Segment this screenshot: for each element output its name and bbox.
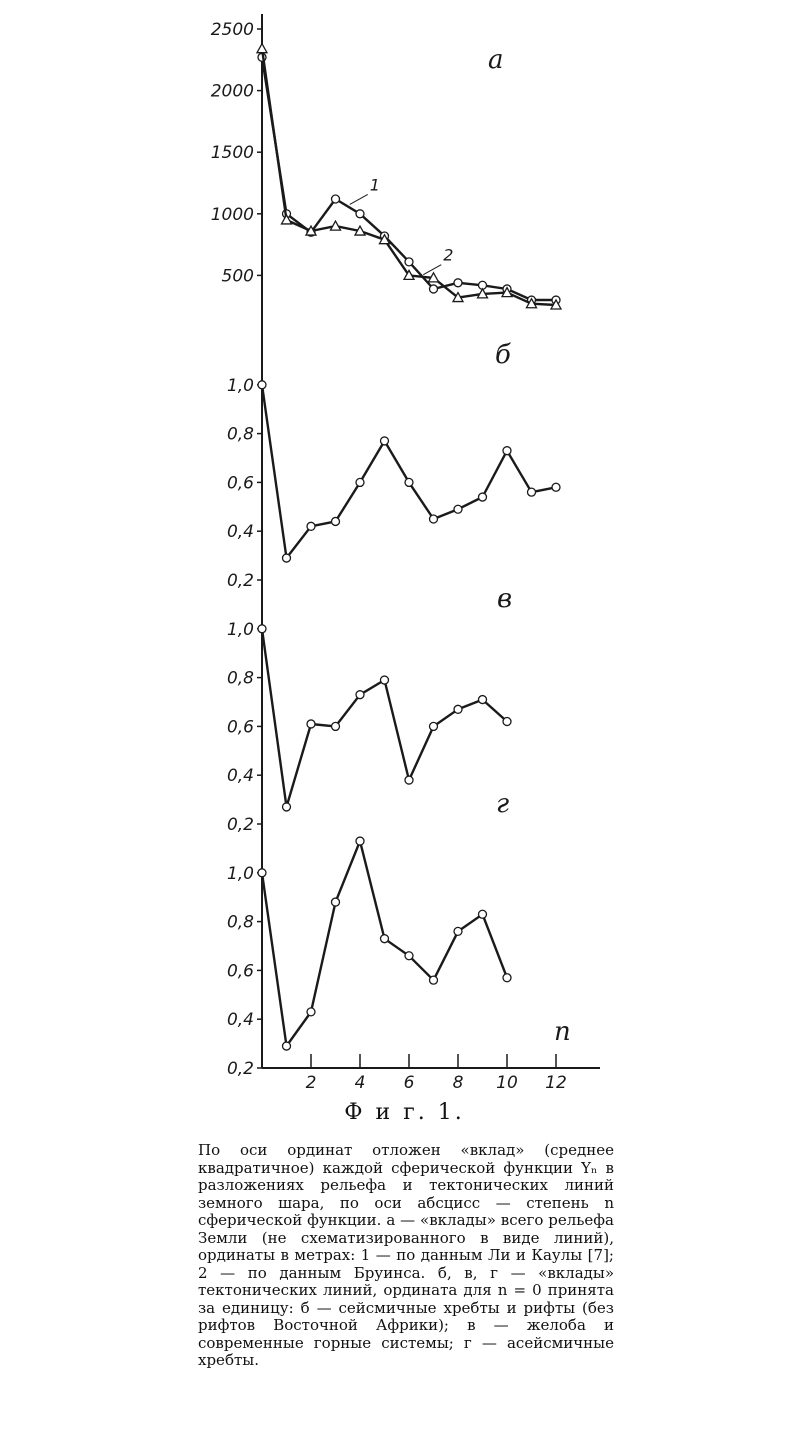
data-point (428, 284, 439, 294)
series-name-label: 1 (370, 175, 380, 194)
data-point (500, 286, 514, 298)
series-name-label: 2 (443, 246, 453, 265)
data-point (330, 194, 341, 204)
data-point (306, 719, 316, 729)
data-point (404, 257, 414, 267)
y-tick-label: 1,0 (227, 620, 254, 640)
x-axis-label: n (554, 1017, 571, 1047)
y-tick-label: 2000 (211, 82, 254, 102)
data-point (477, 492, 488, 502)
x-tick-label: 10 (496, 1073, 518, 1093)
data-point (526, 487, 537, 497)
data-point (453, 704, 463, 714)
y-tick-label: 0,2 (227, 815, 254, 835)
data-point (379, 934, 390, 944)
y-tick-label: 0,6 (227, 961, 254, 981)
figure-plot: а500100015002000250012б0,20,40,60,81,0в0… (211, 14, 600, 1093)
y-tick-label: 0,8 (227, 913, 254, 933)
data-point (453, 504, 463, 514)
data-point (427, 271, 440, 283)
data-point (255, 42, 269, 54)
data-point (404, 477, 414, 488)
data-point (525, 297, 538, 309)
data-point (353, 224, 367, 236)
y-tick-label: 0,4 (227, 522, 254, 542)
data-point (428, 975, 439, 985)
y-tick-label: 0,2 (227, 1059, 254, 1079)
series-line (260, 384, 557, 560)
data-point (477, 694, 488, 705)
y-tick-label: 2500 (211, 20, 254, 40)
data-point (453, 926, 463, 937)
data-point (502, 446, 512, 456)
y-tick-label: 1500 (211, 143, 254, 163)
figure-title: Ф и г. 1. (344, 1100, 465, 1125)
data-point (257, 624, 267, 634)
x-tick-label: 12 (545, 1073, 567, 1093)
data-point (551, 482, 561, 492)
data-point (502, 716, 512, 727)
y-tick-label: 0,6 (227, 717, 254, 737)
data-point (477, 909, 488, 919)
data-point (379, 675, 390, 685)
data-point (306, 1007, 316, 1017)
y-tick-label: 500 (222, 266, 254, 286)
figure-caption: По оси ординат отложен «вклад» (среднее … (198, 1141, 614, 1369)
data-point (330, 721, 341, 732)
data-point (355, 836, 365, 846)
x-tick-label: 6 (404, 1073, 415, 1093)
series-leader (349, 193, 368, 205)
data-point (402, 269, 416, 281)
data-point (428, 721, 439, 732)
x-tick-label: 4 (355, 1073, 366, 1093)
data-point (330, 516, 341, 527)
y-tick-label: 0,2 (227, 571, 254, 591)
data-point (404, 775, 414, 785)
panel-label-4: г (496, 789, 509, 819)
data-point (281, 553, 292, 563)
data-point (257, 380, 267, 390)
y-tick-label: 0,4 (227, 1010, 254, 1030)
panel-label-3: в (497, 584, 512, 614)
x-tick-label: 2 (306, 1073, 317, 1093)
data-point (281, 1041, 292, 1051)
data-point (502, 973, 512, 983)
data-point (280, 213, 293, 225)
series-line (260, 839, 509, 1048)
series-leader (423, 264, 442, 276)
data-point (304, 224, 318, 236)
data-point (476, 287, 489, 299)
data-point (330, 897, 341, 907)
y-tick-label: 0,6 (227, 473, 254, 493)
data-point (378, 233, 391, 245)
data-point (379, 436, 390, 446)
data-point (404, 951, 414, 961)
data-point (549, 298, 563, 310)
y-tick-label: 1,0 (227, 376, 254, 396)
data-point (453, 278, 463, 288)
data-point (306, 521, 316, 531)
y-tick-label: 1,0 (227, 864, 254, 884)
y-tick-label: 0,4 (227, 766, 254, 786)
data-point (281, 802, 292, 812)
y-tick-label: 0,8 (227, 669, 254, 689)
data-point (355, 690, 365, 700)
data-point (257, 868, 267, 878)
y-tick-label: 0,8 (227, 425, 254, 445)
data-point (329, 219, 342, 231)
y-tick-label: 1000 (211, 205, 254, 225)
data-point (355, 477, 365, 488)
x-tick-label: 8 (453, 1073, 464, 1093)
panel-label-2: б (495, 340, 511, 370)
series-line (260, 628, 508, 809)
panel-label-1: а (488, 45, 504, 75)
series-line (260, 48, 557, 307)
data-point (355, 209, 365, 219)
data-point (451, 291, 465, 303)
data-point (428, 514, 439, 524)
